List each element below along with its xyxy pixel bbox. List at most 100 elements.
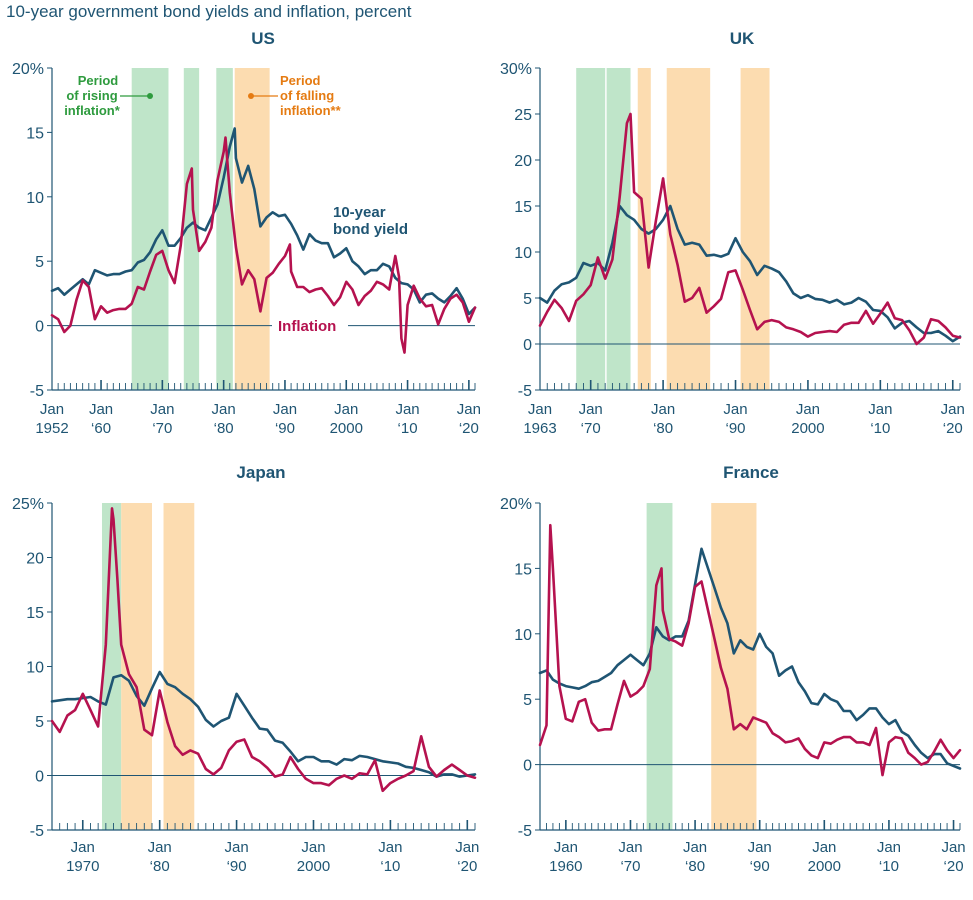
x-tick-label: ‘60	[91, 420, 111, 437]
bond-yield-line	[538, 204, 962, 343]
y-tick-label: 30%	[500, 61, 532, 78]
y-tick-label: 10	[514, 245, 532, 262]
bond-yield-line	[50, 670, 477, 778]
x-tick-label: 1963	[523, 420, 556, 437]
x-tick-label: ‘80	[685, 858, 705, 875]
y-tick-label: -5	[30, 823, 44, 840]
x-tick-label: Jan	[941, 401, 965, 418]
x-tick-label: Jan	[273, 401, 297, 418]
falling-inflation-annotation: Period	[280, 73, 321, 88]
inflation-line	[50, 507, 477, 793]
x-tick-label: 1952	[35, 420, 68, 437]
falling-inflation-band	[234, 68, 270, 390]
x-tick-label: ‘20	[943, 420, 963, 437]
y-tick-label: 15	[26, 125, 44, 142]
y-tick-label: 25	[514, 107, 532, 124]
x-tick-label: Jan	[212, 401, 236, 418]
x-tick-label: Jan	[89, 401, 113, 418]
chart-panel-japan: 25% 20 15 10 5 0 -5 Jan 1970 Jan ‘80 Jan ‘90 Jan 2000 J…	[12, 463, 479, 875]
x-tick-label: ‘20	[944, 858, 964, 875]
y-tick-label: 5	[523, 692, 532, 709]
y-tick-label: 5	[35, 254, 44, 271]
y-tick-label: 0	[523, 337, 532, 354]
x-tick-label: ‘90	[750, 858, 770, 875]
y-tick-label: 10	[514, 627, 532, 644]
rising-inflation-band	[131, 68, 169, 390]
x-tick-label: ‘70	[152, 420, 172, 437]
x-tick-label: ‘20	[457, 858, 477, 875]
y-tick-label: 0	[35, 319, 44, 336]
bond-yield-label: bond yield	[333, 221, 408, 238]
x-tick-label: Jan	[683, 839, 707, 856]
y-tick-label: 5	[523, 291, 532, 308]
chart-title: US	[251, 29, 275, 48]
x-tick-label: Jan	[71, 839, 95, 856]
x-tick-label: ‘90	[275, 420, 295, 437]
rising-inflation-annotation: Period	[78, 73, 119, 88]
x-tick-label: ‘70	[620, 858, 640, 875]
x-tick-label: Jan	[528, 401, 552, 418]
inflation-line	[50, 136, 477, 354]
rising-inflation-band	[606, 68, 631, 390]
x-tick-label: Jan	[748, 839, 772, 856]
rising-inflation-annotation: of rising	[66, 88, 117, 103]
rising-annotation-dot	[147, 93, 153, 99]
x-tick-label: 2000	[808, 858, 841, 875]
falling-inflation-annotation: inflation**	[280, 103, 342, 118]
x-tick-label: Jan	[148, 839, 172, 856]
y-tick-label: 0	[523, 758, 532, 775]
inflation-line	[538, 523, 962, 777]
x-tick-label: ‘10	[380, 858, 400, 875]
y-tick-label: 0	[35, 769, 44, 786]
x-tick-label: ‘90	[726, 420, 746, 437]
x-tick-label: ‘90	[227, 858, 247, 875]
x-tick-label: 2000	[791, 420, 824, 437]
x-tick-label: Jan	[457, 401, 481, 418]
x-tick-label: ‘70	[581, 420, 601, 437]
y-tick-label: 15	[514, 561, 532, 578]
x-tick-label: Jan	[618, 839, 642, 856]
inflation-label: Inflation	[278, 318, 336, 335]
x-tick-label: Jan	[395, 401, 419, 418]
y-tick-label: 10	[26, 190, 44, 207]
x-tick-label: 2000	[330, 420, 363, 437]
x-tick-label: 2000	[297, 858, 330, 875]
rising-inflation-band	[576, 68, 606, 390]
page-title: 10-year government bond yields and infla…	[6, 2, 412, 21]
chart-title: France	[723, 463, 779, 482]
chart-panel-uk: 30%2520151050-5Jan1963Jan‘70Jan‘80Jan‘90…	[500, 29, 965, 437]
y-tick-label: 10	[26, 660, 44, 677]
y-tick-label: 15	[514, 199, 532, 216]
x-tick-label: 1960	[549, 858, 582, 875]
y-tick-label: 20%	[500, 496, 532, 513]
x-tick-label: ‘80	[150, 858, 170, 875]
rising-inflation-annotation: inflation*	[64, 103, 121, 118]
chart-title: Japan	[236, 463, 285, 482]
chart-panel-us: 20%151050-5Jan1952Jan‘60Jan‘70Jan‘80Jan‘…	[12, 29, 481, 437]
rising-inflation-band	[216, 68, 233, 390]
y-tick-label: 5	[35, 714, 44, 731]
inflation-line	[538, 112, 962, 346]
chart-title: UK	[730, 29, 755, 48]
x-tick-label: Jan	[868, 401, 892, 418]
x-tick-label: Jan	[334, 401, 358, 418]
falling-inflation-band	[740, 68, 770, 390]
y-tick-label: 20	[26, 551, 44, 568]
x-tick-label: Jan	[812, 839, 836, 856]
x-tick-label: Jan	[723, 401, 747, 418]
x-tick-label: ‘10	[398, 420, 418, 437]
x-tick-label: ‘10	[870, 420, 890, 437]
y-tick-label: 25%	[12, 496, 44, 513]
x-tick-label: Jan	[796, 401, 820, 418]
x-tick-label: ‘20	[459, 420, 479, 437]
x-tick-label: Jan	[455, 839, 479, 856]
bond-yield-line	[538, 547, 962, 770]
y-tick-label: 15	[26, 605, 44, 622]
x-tick-label: ‘10	[879, 858, 899, 875]
chart-panel-france: 20% 15 10 5 0 -5 Jan 1960 Jan ‘70 Jan ‘80 Jan ‘90 Jan 2…	[500, 463, 966, 875]
x-tick-label: ‘80	[214, 420, 234, 437]
y-tick-label: -5	[518, 823, 532, 840]
bond-yield-line	[50, 127, 477, 316]
x-tick-label: 1970	[66, 858, 99, 875]
bond-yield-label: 10-year	[333, 204, 386, 221]
